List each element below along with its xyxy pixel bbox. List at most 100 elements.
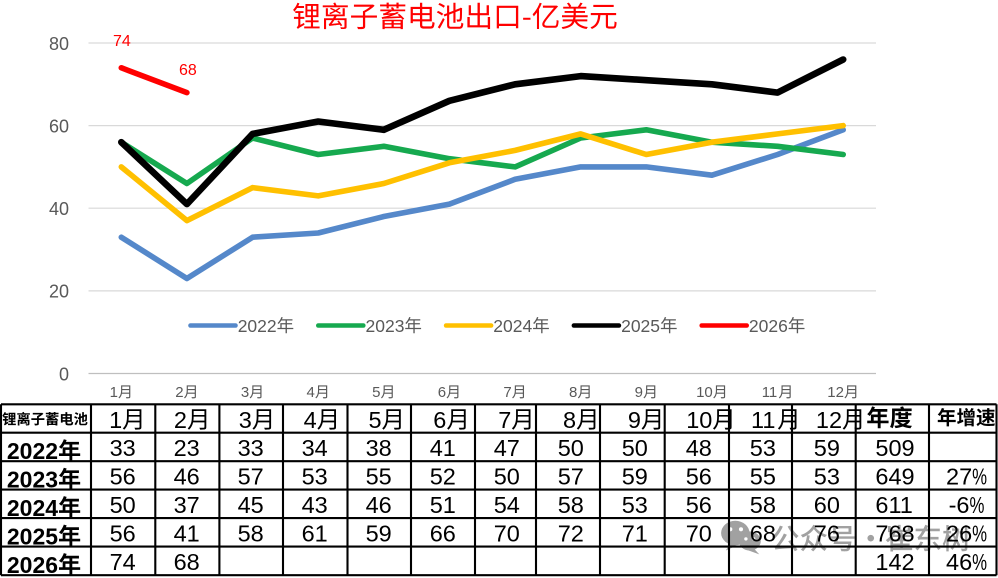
svg-text:%: %	[970, 494, 985, 519]
svg-text:4: 4	[304, 407, 317, 433]
svg-text:54: 54	[494, 492, 520, 518]
svg-text:6: 6	[438, 384, 446, 401]
svg-text:2026: 2026	[7, 552, 58, 578]
svg-text:70: 70	[494, 521, 520, 547]
svg-text:2024: 2024	[493, 316, 532, 336]
svg-text:23: 23	[174, 435, 200, 461]
svg-text:56: 56	[686, 492, 712, 518]
svg-text:1: 1	[109, 407, 122, 433]
svg-text:50: 50	[558, 435, 584, 461]
svg-text:71: 71	[622, 521, 648, 547]
svg-text:38: 38	[366, 435, 392, 461]
svg-text:611: 611	[875, 492, 912, 518]
svg-text:7: 7	[498, 407, 511, 433]
svg-text:60: 60	[814, 492, 840, 518]
svg-text:2023: 2023	[7, 466, 58, 492]
svg-text:33: 33	[110, 435, 136, 461]
svg-text:768: 768	[875, 521, 914, 547]
svg-text:7: 7	[503, 384, 511, 401]
svg-text:8: 8	[569, 384, 577, 401]
svg-text:55: 55	[366, 464, 392, 490]
svg-text:37: 37	[174, 492, 200, 518]
svg-text:3: 3	[239, 407, 252, 433]
svg-text:59: 59	[366, 521, 392, 547]
svg-text:649: 649	[875, 464, 914, 490]
svg-text:40: 40	[49, 199, 69, 219]
svg-text:74: 74	[110, 549, 136, 575]
svg-text:509: 509	[875, 435, 914, 461]
svg-text:43: 43	[302, 492, 328, 518]
svg-text:47: 47	[494, 435, 520, 461]
svg-text:2: 2	[175, 384, 183, 401]
svg-text:4: 4	[307, 384, 315, 401]
svg-text:6: 6	[433, 407, 446, 433]
svg-text:68: 68	[179, 62, 197, 79]
svg-text:50: 50	[622, 435, 648, 461]
svg-text:0: 0	[59, 364, 69, 384]
svg-text:2024: 2024	[7, 495, 58, 521]
svg-text:68: 68	[750, 521, 776, 547]
svg-text:12: 12	[816, 407, 842, 433]
svg-text:11: 11	[762, 384, 778, 401]
svg-text:2022: 2022	[7, 438, 58, 464]
svg-text:53: 53	[750, 435, 776, 461]
svg-text:50: 50	[494, 464, 520, 490]
svg-text:66: 66	[430, 521, 456, 547]
svg-text:58: 58	[238, 521, 264, 547]
svg-text:26: 26	[946, 521, 972, 547]
svg-text:11: 11	[751, 407, 775, 433]
svg-text:46: 46	[366, 492, 392, 518]
svg-text:8: 8	[563, 407, 576, 433]
svg-text:5: 5	[369, 407, 382, 433]
svg-text:20: 20	[49, 282, 69, 302]
svg-text:59: 59	[622, 464, 648, 490]
svg-text:41: 41	[174, 521, 200, 547]
svg-text:48: 48	[686, 435, 712, 461]
svg-text:%: %	[972, 551, 987, 576]
svg-text:2025: 2025	[621, 316, 660, 336]
svg-text:10: 10	[686, 407, 712, 433]
svg-text:52: 52	[430, 464, 456, 490]
svg-text:72: 72	[558, 521, 584, 547]
svg-text:53: 53	[302, 464, 328, 490]
svg-text:53: 53	[814, 464, 840, 490]
svg-text:58: 58	[558, 492, 584, 518]
svg-text:45: 45	[238, 492, 264, 518]
svg-text:57: 57	[238, 464, 264, 490]
svg-text:9: 9	[635, 384, 643, 401]
svg-text:56: 56	[110, 464, 136, 490]
svg-text:57: 57	[558, 464, 584, 490]
svg-text:56: 56	[686, 464, 712, 490]
svg-text:34: 34	[302, 435, 328, 461]
svg-text:2023: 2023	[366, 316, 405, 336]
svg-text:46: 46	[174, 464, 200, 490]
svg-text:74: 74	[113, 33, 131, 50]
svg-text:2022: 2022	[238, 316, 277, 336]
svg-text:59: 59	[814, 435, 840, 461]
svg-text:55: 55	[750, 464, 776, 490]
svg-text:33: 33	[238, 435, 264, 461]
svg-text:2025: 2025	[7, 523, 58, 549]
svg-text:9: 9	[628, 407, 641, 433]
svg-text:27: 27	[946, 464, 972, 490]
svg-text:50: 50	[110, 492, 136, 518]
svg-text:60: 60	[49, 116, 69, 136]
svg-text:68: 68	[174, 549, 200, 575]
svg-text:12: 12	[827, 384, 844, 401]
svg-text:%: %	[972, 522, 987, 547]
svg-text:61: 61	[302, 521, 328, 547]
svg-text:2026: 2026	[749, 316, 788, 336]
svg-text:51: 51	[430, 492, 456, 518]
svg-text:41: 41	[430, 435, 456, 461]
svg-text:76: 76	[814, 521, 840, 547]
svg-text:53: 53	[622, 492, 648, 518]
svg-text:1: 1	[110, 384, 118, 401]
svg-text:%: %	[972, 465, 987, 490]
svg-text:10: 10	[696, 384, 713, 401]
svg-text:3: 3	[241, 384, 249, 401]
svg-text:58: 58	[750, 492, 776, 518]
svg-text:46: 46	[946, 549, 972, 575]
svg-text:56: 56	[110, 521, 136, 547]
svg-text:5: 5	[372, 384, 380, 401]
svg-text:80: 80	[49, 34, 69, 54]
